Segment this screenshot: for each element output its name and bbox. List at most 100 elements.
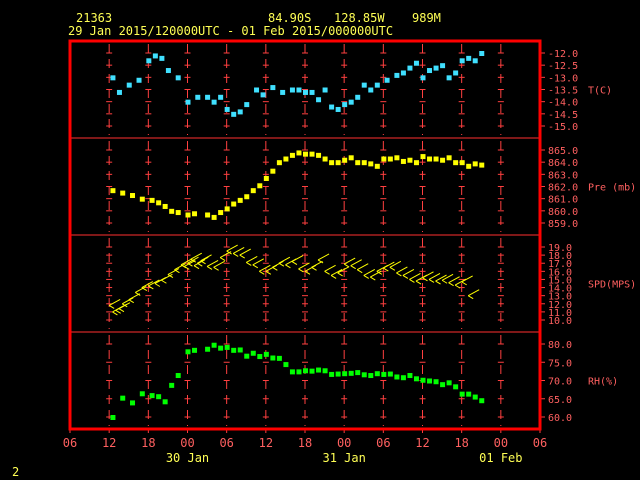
wind-barb <box>396 266 408 274</box>
elevation: 989M <box>412 11 441 25</box>
data-point <box>110 75 116 81</box>
y-tick-label: 17.0 <box>548 259 572 270</box>
data-point <box>309 89 315 95</box>
y-tick-label: -15.0 <box>548 122 578 133</box>
wind-barb-tip <box>383 267 389 272</box>
data-point <box>472 161 478 167</box>
wind-barb <box>350 259 362 267</box>
wind-barb <box>448 276 460 284</box>
wind-barb-tip <box>448 282 454 287</box>
wind-barb-tip <box>409 279 415 283</box>
wind-barb-tip <box>363 274 370 279</box>
data-point <box>237 347 243 353</box>
data-point <box>342 102 348 108</box>
x-tick-label: 00 <box>180 436 194 450</box>
data-point <box>466 391 472 397</box>
data-point <box>289 87 295 93</box>
wind-barb <box>174 263 186 271</box>
data-point <box>413 60 419 66</box>
wind-barb <box>161 273 173 281</box>
data-point <box>231 201 237 207</box>
data-point <box>459 160 465 166</box>
wind-barb-tip <box>285 264 291 269</box>
wind-barb-tip <box>376 270 383 275</box>
data-point <box>309 368 315 374</box>
wind-barb <box>383 261 395 269</box>
data-point <box>433 65 439 71</box>
wind-barb-tip <box>311 266 317 271</box>
wind-barb-tip <box>112 311 118 316</box>
data-point <box>289 152 295 158</box>
data-point <box>165 68 171 74</box>
wind-barb <box>428 273 441 280</box>
wind-barb <box>324 264 336 272</box>
data-point <box>440 63 446 69</box>
data-point <box>146 58 152 64</box>
wind-barb-tip <box>396 272 402 277</box>
data-point <box>152 53 158 59</box>
data-point <box>270 168 276 174</box>
data-point <box>381 156 387 162</box>
data-point <box>263 175 269 181</box>
wind-barb <box>343 257 356 265</box>
wind-barb-tip <box>317 259 324 264</box>
date-label: 30 Jan <box>166 451 209 465</box>
y-tick-label: 60.0 <box>548 413 572 424</box>
x-tick-label: 06 <box>63 436 77 450</box>
data-point <box>139 196 145 202</box>
data-point <box>175 75 181 81</box>
data-point <box>296 150 302 156</box>
panel-label: Pre (mb) <box>588 183 636 194</box>
wind-barb-tip <box>467 295 474 300</box>
data-point <box>453 70 459 76</box>
data-point <box>446 155 452 161</box>
axes: -12.0-12.5-13.0 -13.5-14.0-14.5-15.0 T(C) 8… <box>63 49 636 465</box>
data-point <box>329 160 335 166</box>
data-point <box>355 370 361 376</box>
data-point <box>348 99 354 105</box>
wind-barb <box>467 289 480 297</box>
data-point <box>224 206 230 212</box>
wind-barb-tip <box>259 270 265 275</box>
data-point <box>361 372 367 378</box>
y-tick-label: -13.5 <box>548 86 578 97</box>
x-tick-label: 00 <box>494 436 508 450</box>
data-point <box>459 58 465 64</box>
data-point <box>283 156 289 162</box>
wind-barb <box>317 253 330 261</box>
wind-barb-tip <box>239 254 245 259</box>
data-point <box>280 89 286 95</box>
wind-barb-tip <box>245 261 252 266</box>
wind-barb-tip <box>121 303 128 308</box>
data-point <box>254 87 260 93</box>
data-point <box>394 155 400 161</box>
data-point <box>211 342 217 348</box>
data-point <box>276 355 282 361</box>
wind-barb-tip <box>324 270 330 275</box>
wind-barb <box>422 271 434 279</box>
data-point <box>466 55 472 61</box>
wind-barb <box>200 254 212 262</box>
wind-barb <box>141 281 154 288</box>
data-point <box>185 99 191 105</box>
wind-barb-tip <box>330 274 337 279</box>
y-tick-label: 80.0 <box>548 340 572 351</box>
y-tick-label: 16.0 <box>548 267 572 278</box>
y-tick-label: 18.0 <box>548 251 572 262</box>
wind-barb <box>330 268 343 276</box>
wind-barb <box>259 264 271 272</box>
y-tick-label: 860.0 <box>548 207 578 218</box>
wind-barb-tip <box>350 265 356 270</box>
data-point <box>270 355 276 361</box>
wind-barb <box>311 260 323 268</box>
station-id: 21363 <box>76 11 112 25</box>
data-point <box>322 156 328 162</box>
data-point <box>453 384 459 390</box>
longitude: 128.85W <box>334 11 385 25</box>
wind-barb-tip <box>183 266 190 270</box>
data-point <box>433 379 439 385</box>
data-point <box>446 75 452 81</box>
page-number: 2 <box>12 465 19 479</box>
data-point <box>355 160 361 166</box>
